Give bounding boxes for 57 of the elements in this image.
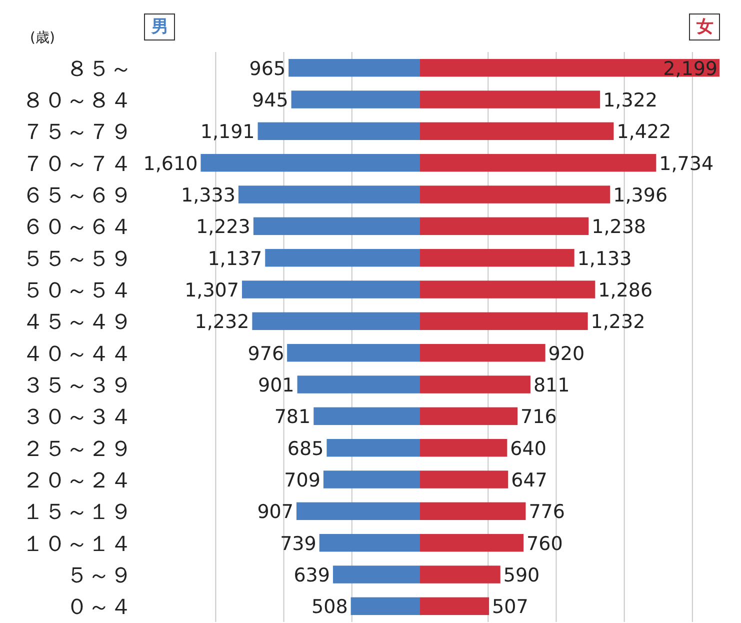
y-axis-title: (歳): [30, 30, 55, 46]
data-label: 685: [287, 438, 324, 460]
data-label: 965: [249, 58, 286, 80]
y-tick-label: ５５～５９: [22, 246, 132, 272]
data-label: 1,232: [194, 311, 250, 334]
data-label: 1,422: [616, 121, 672, 144]
y-tick-label: １０～１４: [22, 532, 132, 557]
data-label: 1,137: [208, 248, 262, 270]
y-tick-label: ０～４: [66, 595, 132, 620]
data-label: 1,322: [603, 90, 658, 112]
series-label: 女: [696, 17, 714, 37]
data-label: 1,238: [592, 216, 646, 238]
data-label: 1,191: [200, 121, 255, 144]
data-label: 1,333: [181, 184, 236, 206]
y-tick-label: ３５～３９: [22, 374, 132, 398]
text: 男: [150, 17, 168, 37]
data-label: 739: [280, 532, 316, 555]
y-tick-label: ７５～７９: [22, 120, 132, 146]
y-tick-label: ４５～４９: [22, 310, 132, 336]
y-tick-label: ４０～４４: [22, 342, 132, 367]
data-label: 1,286: [598, 280, 653, 302]
data-label: 2,199: [663, 58, 718, 80]
data-label: 1,307: [184, 280, 239, 302]
y-tick-label: １５～１９: [22, 500, 132, 526]
y-tick-label: ６５～６９: [22, 184, 132, 208]
y-tick-label: ２５～２９: [22, 436, 132, 462]
data-label: 709: [284, 470, 320, 492]
y-tick-label: ６０～６４: [22, 215, 132, 240]
data-label: 901: [258, 374, 294, 396]
data-label: 1,223: [196, 216, 250, 238]
data-label: 781: [274, 406, 311, 428]
data-label: 640: [510, 438, 546, 460]
data-label: 945: [252, 90, 288, 112]
data-label: 907: [257, 501, 294, 524]
data-label: 1,396: [613, 184, 668, 206]
data-label: 776: [528, 501, 565, 524]
data-label: 1,610: [143, 152, 198, 175]
data-label: 760: [526, 532, 563, 555]
data-label: 1,734: [659, 152, 714, 175]
data-label: 1,133: [577, 248, 632, 270]
y-tick-label: ３０～３４: [22, 405, 132, 430]
data-label: 716: [520, 406, 557, 428]
y-tick-label: ７０～７４: [22, 152, 132, 177]
y-tick-label: ５～９: [66, 564, 132, 588]
data-label: 508: [312, 596, 348, 618]
data-label: 507: [492, 596, 528, 618]
y-tick-label: ８５～: [66, 56, 132, 82]
data-label: 639: [294, 564, 330, 586]
y-tick-label: ５０～５４: [22, 278, 132, 304]
data-label: 920: [548, 342, 585, 365]
data-label: 976: [248, 342, 284, 365]
data-label: 590: [503, 564, 540, 586]
y-tick-label: ２０～２４: [22, 468, 132, 494]
data-label: 1,232: [590, 311, 646, 334]
data-label: 647: [511, 470, 548, 492]
y-tick-label: ８０～８４: [22, 88, 132, 114]
data-label: 811: [533, 374, 570, 396]
